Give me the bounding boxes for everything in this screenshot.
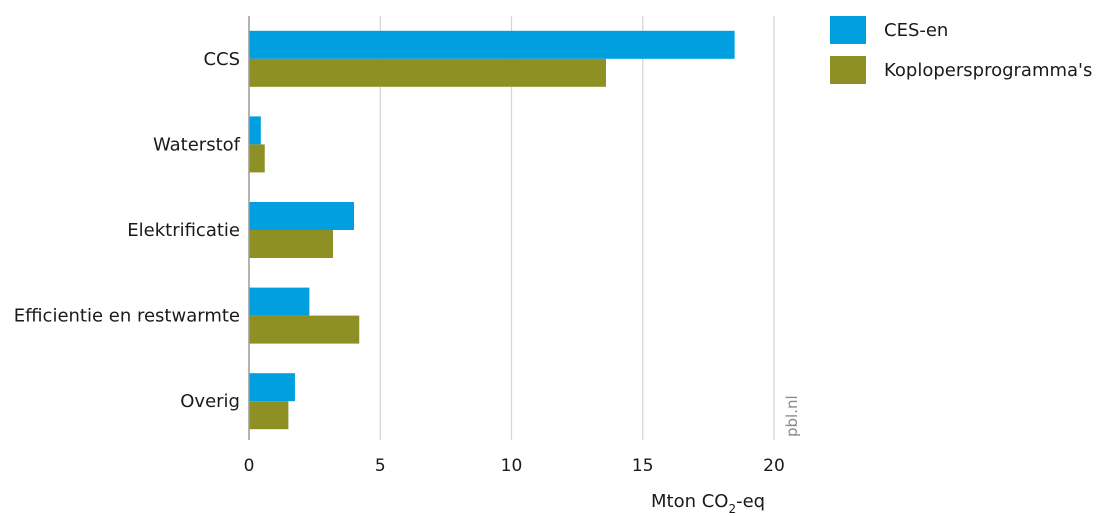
bar-ces-en xyxy=(249,373,295,402)
x-tick-label: 20 xyxy=(763,456,785,476)
bar-ces-en xyxy=(249,116,261,145)
bars-group xyxy=(249,30,735,430)
x-axis-title-main: Mton CO xyxy=(651,491,728,512)
source-label: pbl.nl xyxy=(783,395,801,437)
legend-label: CES-en xyxy=(884,20,948,41)
legend-swatch xyxy=(830,56,866,84)
legend-label: Koplopersprogramma's xyxy=(884,60,1092,81)
x-tick-label: 10 xyxy=(501,456,523,476)
bar-koplopersprogrammas xyxy=(249,144,265,173)
x-axis-title: Mton CO2-eq xyxy=(651,491,765,516)
bar-ces-en xyxy=(249,30,735,59)
x-tick-label: 5 xyxy=(375,456,386,476)
bar-koplopersprogrammas xyxy=(249,401,289,430)
x-tick-labels: 0 5 10 15 20 xyxy=(244,456,785,476)
bar-koplopersprogrammas xyxy=(249,315,360,344)
category-label: Elektrificatie xyxy=(127,220,240,241)
category-label: Efficientie en restwarmte xyxy=(14,306,240,327)
category-labels: CCS Waterstof Elektrificatie Efficientie en… xyxy=(14,49,241,412)
bar-ces-en xyxy=(249,287,310,316)
category-label: Waterstof xyxy=(153,134,241,155)
bar-koplopersprogrammas xyxy=(249,58,606,87)
legend: CES-en Koplopersprogramma's xyxy=(830,16,1092,84)
x-tick-label: 15 xyxy=(632,456,654,476)
legend-swatch xyxy=(830,16,866,44)
category-label: CCS xyxy=(203,49,240,70)
bar-ces-en xyxy=(249,202,354,230)
category-label: Overig xyxy=(180,391,240,412)
bar-koplopersprogrammas xyxy=(249,230,333,258)
x-tick-label: 0 xyxy=(244,456,255,476)
x-axis-title-subscript: 2 xyxy=(728,502,736,516)
x-axis-title-suffix: -eq xyxy=(736,491,765,512)
